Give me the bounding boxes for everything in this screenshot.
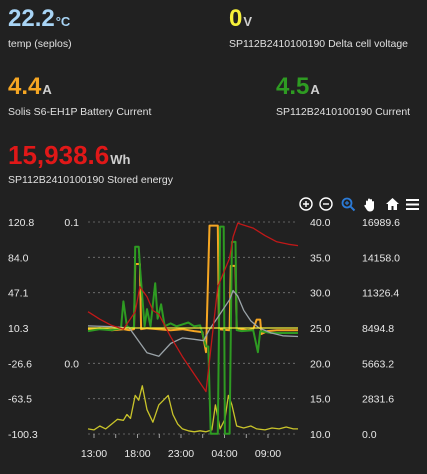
stat-stored-energy-label: SP112B2410100190 Stored energy (8, 174, 174, 186)
pan-hand-icon[interactable] (362, 196, 378, 212)
stat-temperature-number: 22.2 (8, 5, 55, 32)
axis-tick-label: 11326.4 (362, 288, 399, 300)
axis-tick-label: 20.0 (310, 358, 331, 370)
axis-tick-label: 8494.8 (362, 323, 394, 335)
axis-tick-label: 120.8 (8, 217, 34, 229)
chart-toolbar (298, 196, 426, 214)
x-axis-tick-label: 23:00 (168, 448, 194, 460)
axis-tick-label: 0.0 (362, 429, 377, 441)
stat-delta-cell-voltage-number: 0 (229, 5, 243, 32)
axis-tick-label: 16989.6 (362, 217, 400, 229)
x-axis-tick-label: 04:00 (211, 448, 237, 460)
stat-stored-energy: 15,938.6 Wh SP112B2410100190 Stored ener… (8, 140, 174, 186)
axis-tick-label: 25.0 (310, 323, 331, 335)
stat-pack-current-number: 4.5 (276, 73, 310, 100)
stat-temperature-value: 22.2 °C (8, 7, 72, 31)
stat-temperature-unit: °C (55, 14, 71, 29)
series-line-solar (87, 385, 298, 433)
axis-tick-label: 15.0 (310, 394, 331, 406)
axis-tick-label: 35.0 (310, 252, 331, 264)
x-axis-tick-label: 18:00 (124, 448, 150, 460)
series-line-stored-energy (87, 222, 299, 393)
x-axis-tick-label: 09:00 (255, 448, 281, 460)
series-line-temperature (87, 289, 299, 357)
stat-stored-energy-number: 15,938.6 (8, 140, 110, 170)
axis-tick-label: 0.1 (64, 217, 79, 229)
stat-stored-energy-value: 15,938.6 Wh (8, 140, 173, 170)
axis-tick-label: -26.6 (8, 358, 32, 370)
axis-tick-label: 5663.2 (362, 358, 394, 370)
stat-delta-cell-voltage-label: SP112B2410100190 Delta cell voltage (229, 38, 409, 50)
axis-tick-label: 30.0 (310, 288, 331, 300)
stat-delta-cell-voltage-unit: V (243, 14, 253, 29)
axis-tick-label: -63.5 (8, 394, 32, 406)
stat-battery-current-unit: A (42, 82, 52, 97)
stat-delta-cell-voltage: 0 V SP112B2410100190 Delta cell voltage (229, 7, 409, 51)
axis-tick-label: 2831.6 (362, 394, 394, 406)
stat-pack-current-label: SP112B2410100190 Current (276, 106, 411, 118)
axis-tick-label: 10.0 (310, 429, 331, 441)
zoom-out-icon[interactable] (318, 196, 334, 212)
x-axis-tick-label: 13:00 (81, 448, 107, 460)
stat-battery-current: 4.4 A Solis S6-EH1P Battery Current (8, 75, 152, 119)
menu-icon[interactable] (404, 196, 420, 212)
axis-tick-label: 47.1 (8, 288, 29, 300)
stat-delta-cell-voltage-value: 0 V (229, 7, 408, 31)
stat-pack-current-value: 4.5 A (276, 75, 410, 99)
stat-temperature: 22.2 °C temp (seplos) (8, 7, 72, 51)
stat-battery-current-value: 4.4 A (8, 75, 151, 99)
axis-tick-label: 0.0 (64, 358, 79, 370)
zoom-selection-icon[interactable] (340, 196, 356, 212)
zoom-in-icon[interactable] (298, 196, 314, 212)
stat-battery-current-number: 4.4 (8, 73, 42, 100)
axis-tick-label: -100.3 (8, 429, 38, 441)
stat-pack-current-unit: A (310, 82, 320, 97)
axis-tick-label: 10.3 (8, 323, 29, 335)
stat-stored-energy-unit: Wh (110, 152, 131, 167)
stat-pack-current: 4.5 A SP112B2410100190 Current (276, 75, 411, 119)
stat-battery-current-label: Solis S6-EH1P Battery Current (8, 106, 152, 118)
axis-tick-label: 84.0 (8, 252, 29, 264)
home-icon[interactable] (384, 196, 400, 212)
axis-tick-label: 14158.0 (362, 252, 400, 264)
axis-tick-label: 40.0 (310, 217, 331, 229)
stat-temperature-label: temp (seplos) (8, 38, 72, 50)
